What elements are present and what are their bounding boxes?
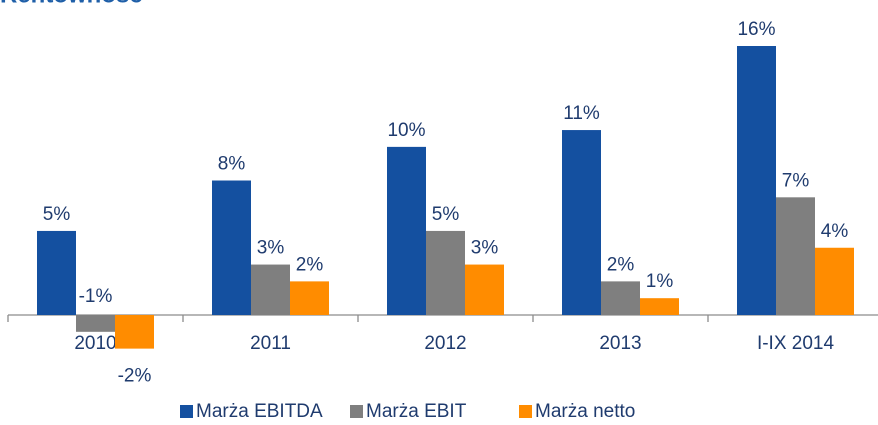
- value-label: -2%: [118, 366, 152, 387]
- value-label: 11%: [563, 103, 600, 124]
- bar: [465, 264, 504, 315]
- value-label: 8%: [218, 154, 246, 175]
- bar: [815, 247, 854, 315]
- bar: [37, 230, 76, 315]
- chart-title: Rentowność: [0, 0, 143, 8]
- bar: [601, 281, 640, 315]
- bar: [640, 298, 679, 315]
- value-label: 2%: [607, 254, 635, 275]
- legend-swatch: [180, 405, 193, 418]
- x-tick-label: 2010: [74, 333, 116, 354]
- legend-label: Marża netto: [535, 401, 635, 422]
- x-tick-label: I-IX 2014: [757, 333, 835, 354]
- bar: [776, 197, 815, 315]
- value-label: 1%: [646, 271, 674, 292]
- bar: [426, 230, 465, 315]
- x-tick-label: 2012: [424, 333, 466, 354]
- bar: [76, 315, 115, 332]
- legend-label: Marża EBIT: [366, 401, 467, 422]
- legend-label: Marża EBITDA: [196, 401, 323, 422]
- value-label: 5%: [43, 204, 71, 225]
- bar: [290, 281, 329, 315]
- value-label: 16%: [737, 19, 775, 40]
- value-label: 5%: [432, 204, 460, 225]
- legend-swatch: [519, 405, 532, 418]
- bar: [737, 46, 776, 315]
- value-label: 3%: [257, 238, 285, 259]
- bar: [562, 130, 601, 315]
- value-label: 4%: [821, 221, 849, 242]
- value-label: 3%: [471, 238, 499, 259]
- value-label: 10%: [387, 120, 425, 141]
- bar: [115, 315, 154, 349]
- value-label: 2%: [296, 254, 324, 275]
- bar: [387, 146, 426, 315]
- bar: [212, 180, 251, 315]
- legend-swatch: [350, 405, 363, 418]
- x-tick-label: 2013: [599, 333, 641, 354]
- value-label: 7%: [782, 170, 810, 191]
- x-tick-label: 2011: [250, 333, 291, 354]
- bar: [251, 264, 290, 315]
- value-label: -1%: [79, 286, 113, 307]
